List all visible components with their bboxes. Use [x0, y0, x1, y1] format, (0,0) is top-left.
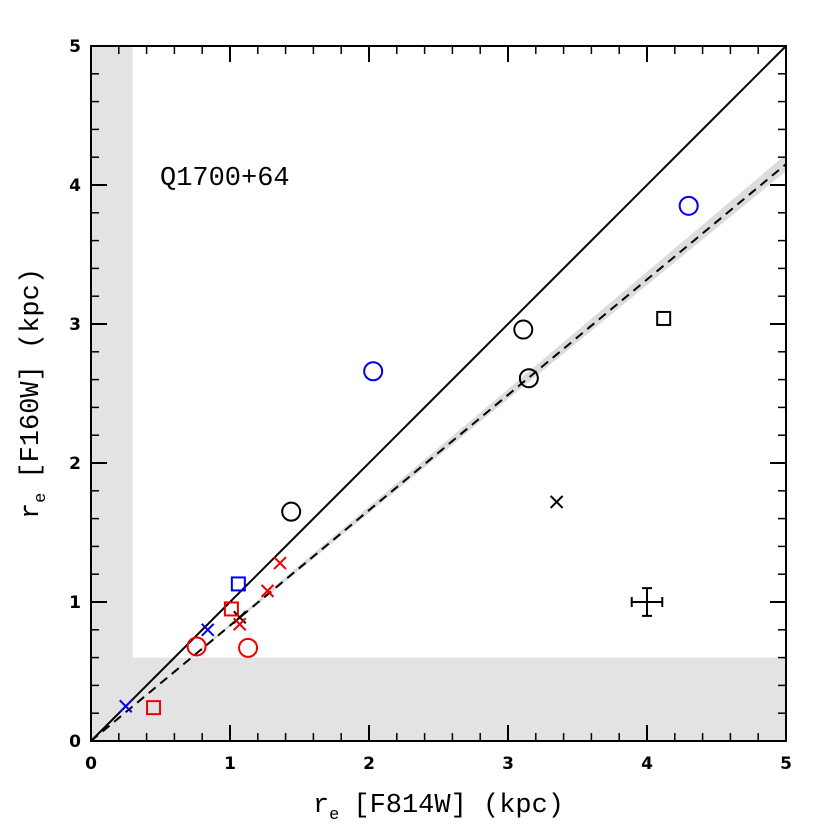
point — [549, 495, 564, 509]
x-tick-label: 5 — [780, 754, 792, 774]
series — [233, 556, 287, 631]
axis-label-main: r — [313, 791, 329, 821]
y-tick-label: 4 — [69, 176, 81, 196]
reference-line — [90, 163, 787, 742]
axis-label-rest: [F160W] (kpc) — [17, 268, 47, 479]
point — [223, 601, 239, 617]
y-tick-label: 5 — [69, 37, 81, 57]
point — [201, 623, 215, 637]
point — [678, 195, 699, 216]
point — [146, 700, 162, 716]
point — [233, 610, 247, 624]
axis-label-sub: e — [32, 493, 51, 503]
series — [656, 310, 672, 326]
annotation: Q1700+64 — [160, 164, 290, 194]
x-tick-label: 2 — [363, 754, 375, 774]
x-tick-label: 3 — [502, 754, 514, 774]
series — [281, 319, 539, 522]
point — [260, 584, 275, 598]
series — [119, 623, 215, 713]
y-tick-label: 1 — [69, 593, 81, 613]
shade-region — [132, 657, 786, 741]
fit-band — [91, 154, 786, 742]
point — [513, 319, 534, 340]
y-tick-label: 0 — [69, 732, 81, 752]
axis-label: re [F814W] (kpc) — [313, 791, 564, 825]
series — [363, 195, 699, 382]
series — [186, 636, 259, 658]
x-tick-label: 0 — [85, 754, 97, 774]
point — [363, 361, 384, 382]
point — [238, 637, 259, 658]
reference-line — [90, 45, 787, 742]
axis-label-rest: [F814W] (kpc) — [353, 791, 564, 821]
y-tick-label: 2 — [69, 454, 81, 474]
x-tick-label: 4 — [641, 754, 653, 774]
shade-region — [91, 46, 133, 741]
point — [656, 310, 672, 326]
axis-label-main: r — [17, 503, 47, 519]
point — [186, 636, 207, 657]
series — [146, 601, 239, 716]
y-tick-label: 3 — [69, 315, 81, 335]
x-tick-label: 1 — [224, 754, 236, 774]
plot-frame — [90, 45, 787, 742]
point — [273, 556, 287, 570]
point — [233, 617, 247, 631]
axis-label-sub: e — [329, 806, 339, 825]
point — [518, 368, 539, 389]
point — [230, 576, 246, 592]
error-bar — [630, 597, 664, 607]
series — [230, 576, 246, 592]
axis-label: re [F160W] (kpc) — [17, 268, 51, 519]
point — [119, 699, 133, 713]
point — [281, 501, 302, 522]
